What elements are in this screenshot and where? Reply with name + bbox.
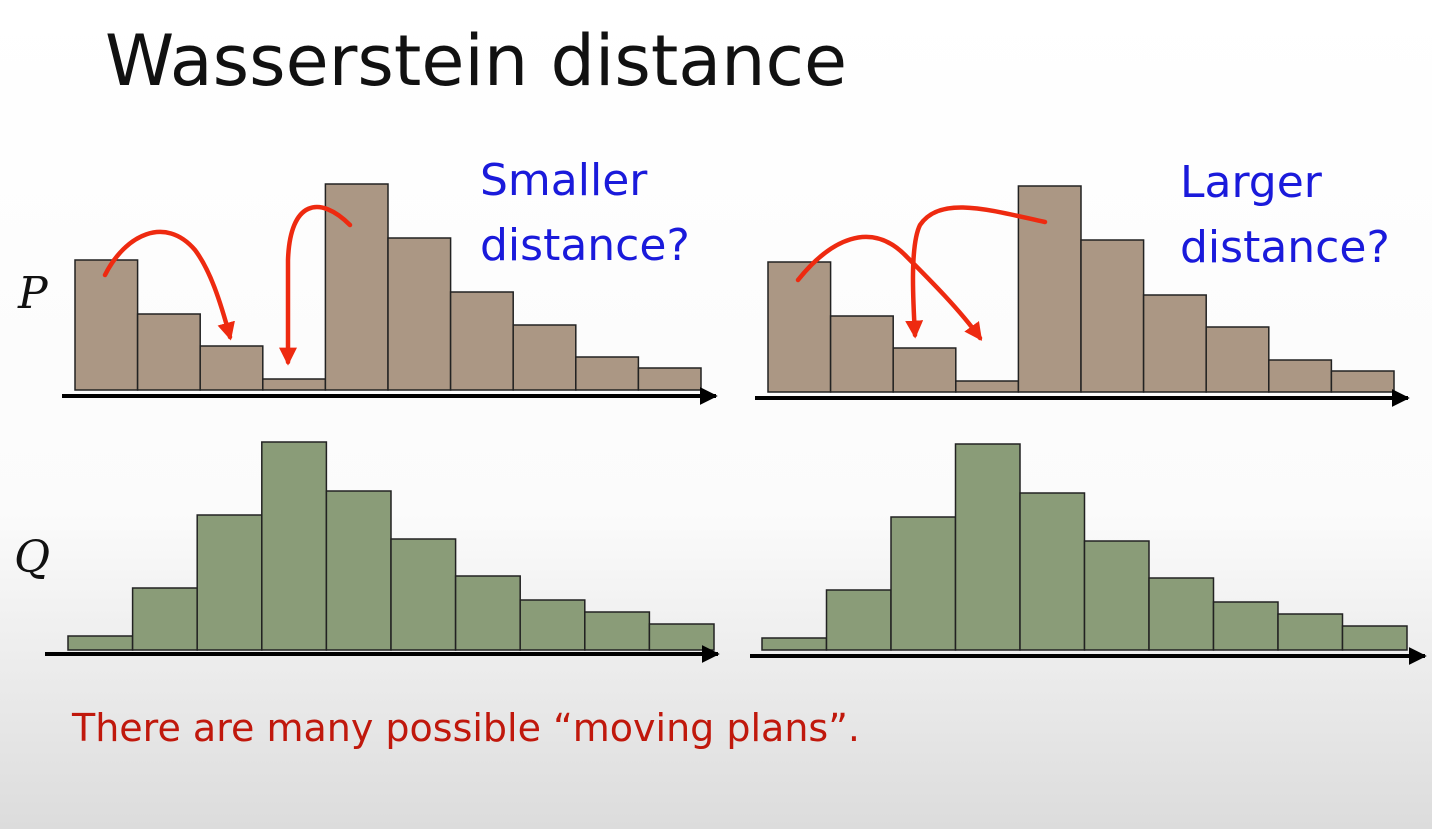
p-label: P [17,268,49,319]
histogram-bar [74,259,139,391]
histogram-bar [519,599,586,651]
histogram-bar [512,324,577,391]
note: There are many possible “moving plans”. [71,706,860,750]
histogram-bar [767,261,832,393]
histogram-bar [454,575,521,651]
histogram-bar [131,587,198,651]
histogram-bar [1277,613,1344,651]
histogram-bar [955,380,1020,393]
histogram-bar [890,516,957,651]
histogram-bar [829,315,894,393]
caption: distance? [1180,222,1390,273]
histogram-bar [136,313,201,391]
histogram-bar [325,490,392,651]
histogram-bar [1142,294,1207,393]
histogram-bar [825,589,892,651]
histogram-bar [387,237,452,391]
move-arrow [102,229,235,341]
histogram-bar [1205,326,1270,393]
q-label: Q [14,532,50,583]
histogram-bar [1148,577,1215,651]
histogram-bar [1330,370,1395,393]
histogram-bar [892,347,957,393]
histogram-bar [196,514,263,651]
histogram-bar [1083,540,1150,651]
histogram-bar [1268,359,1333,393]
histogram-bar [261,441,328,651]
histogram-bar [575,356,640,391]
move-arrow [795,234,983,341]
caption: Smaller [480,155,648,206]
histogram-bar [648,623,715,651]
caption: distance? [480,220,690,271]
histogram-bar [584,611,651,651]
histogram-bar [761,637,828,651]
histogram-bar [1212,601,1279,651]
move-arrow [905,205,1048,339]
moving-arrows [102,204,1048,366]
histogram-bar [67,635,134,651]
histogram-bar [449,291,514,391]
caption: Larger [1180,157,1323,208]
histogram-bar [390,538,457,651]
histogram-bar [262,378,327,391]
histogram-bar [637,367,702,391]
histogram-bar [954,443,1021,651]
histogram-bar [1341,625,1408,651]
move-arrow [279,204,353,366]
histogram-bar [1019,492,1086,651]
slide-title: Wasserstein distance [105,20,847,102]
histogram-bar [1080,239,1145,393]
histogram-bar [199,345,264,391]
histograms [45,183,1427,665]
